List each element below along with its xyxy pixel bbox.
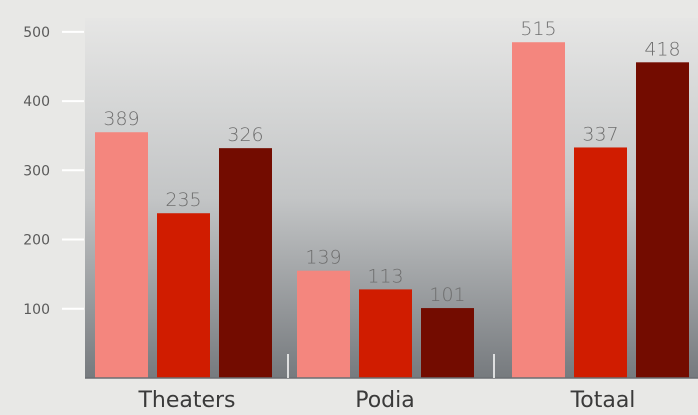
value-labels: 389 235 326 139 113 101 515 337 418 (103, 18, 680, 306)
y-tick-label: 100 (23, 302, 50, 318)
bars (95, 42, 689, 379)
y-axis: 100 200 300 400 500 (23, 25, 84, 318)
bar-podia-3 (421, 308, 474, 378)
x-category-label: Podia (355, 388, 415, 413)
bar-podia-2 (359, 289, 412, 378)
data-label: 418 (644, 38, 680, 60)
data-label: 389 (103, 108, 139, 130)
bar-theaters-1 (95, 132, 148, 378)
x-category-label: Totaal (570, 388, 636, 413)
y-tick-label: 500 (23, 25, 50, 41)
y-tick-label: 400 (23, 94, 50, 110)
data-label: 113 (367, 265, 403, 287)
bar-podia-1 (297, 270, 350, 378)
data-label: 101 (429, 284, 465, 306)
data-label: 337 (582, 123, 618, 145)
bar-totaal-3 (636, 62, 689, 379)
bar-theaters-3 (219, 148, 272, 378)
bar-theaters-2 (157, 213, 210, 378)
data-label: 139 (305, 247, 341, 269)
bar-totaal-2 (574, 147, 627, 378)
data-label: 326 (227, 124, 263, 146)
data-label: 515 (520, 18, 556, 40)
bar-totaal-1 (512, 42, 565, 378)
y-tick-label: 300 (23, 163, 50, 179)
category-dividers (287, 354, 495, 378)
x-axis: Theaters Podia Totaal (137, 388, 635, 413)
data-label: 235 (165, 189, 201, 211)
x-category-label: Theaters (137, 388, 235, 413)
y-tick-label: 200 (23, 233, 50, 249)
